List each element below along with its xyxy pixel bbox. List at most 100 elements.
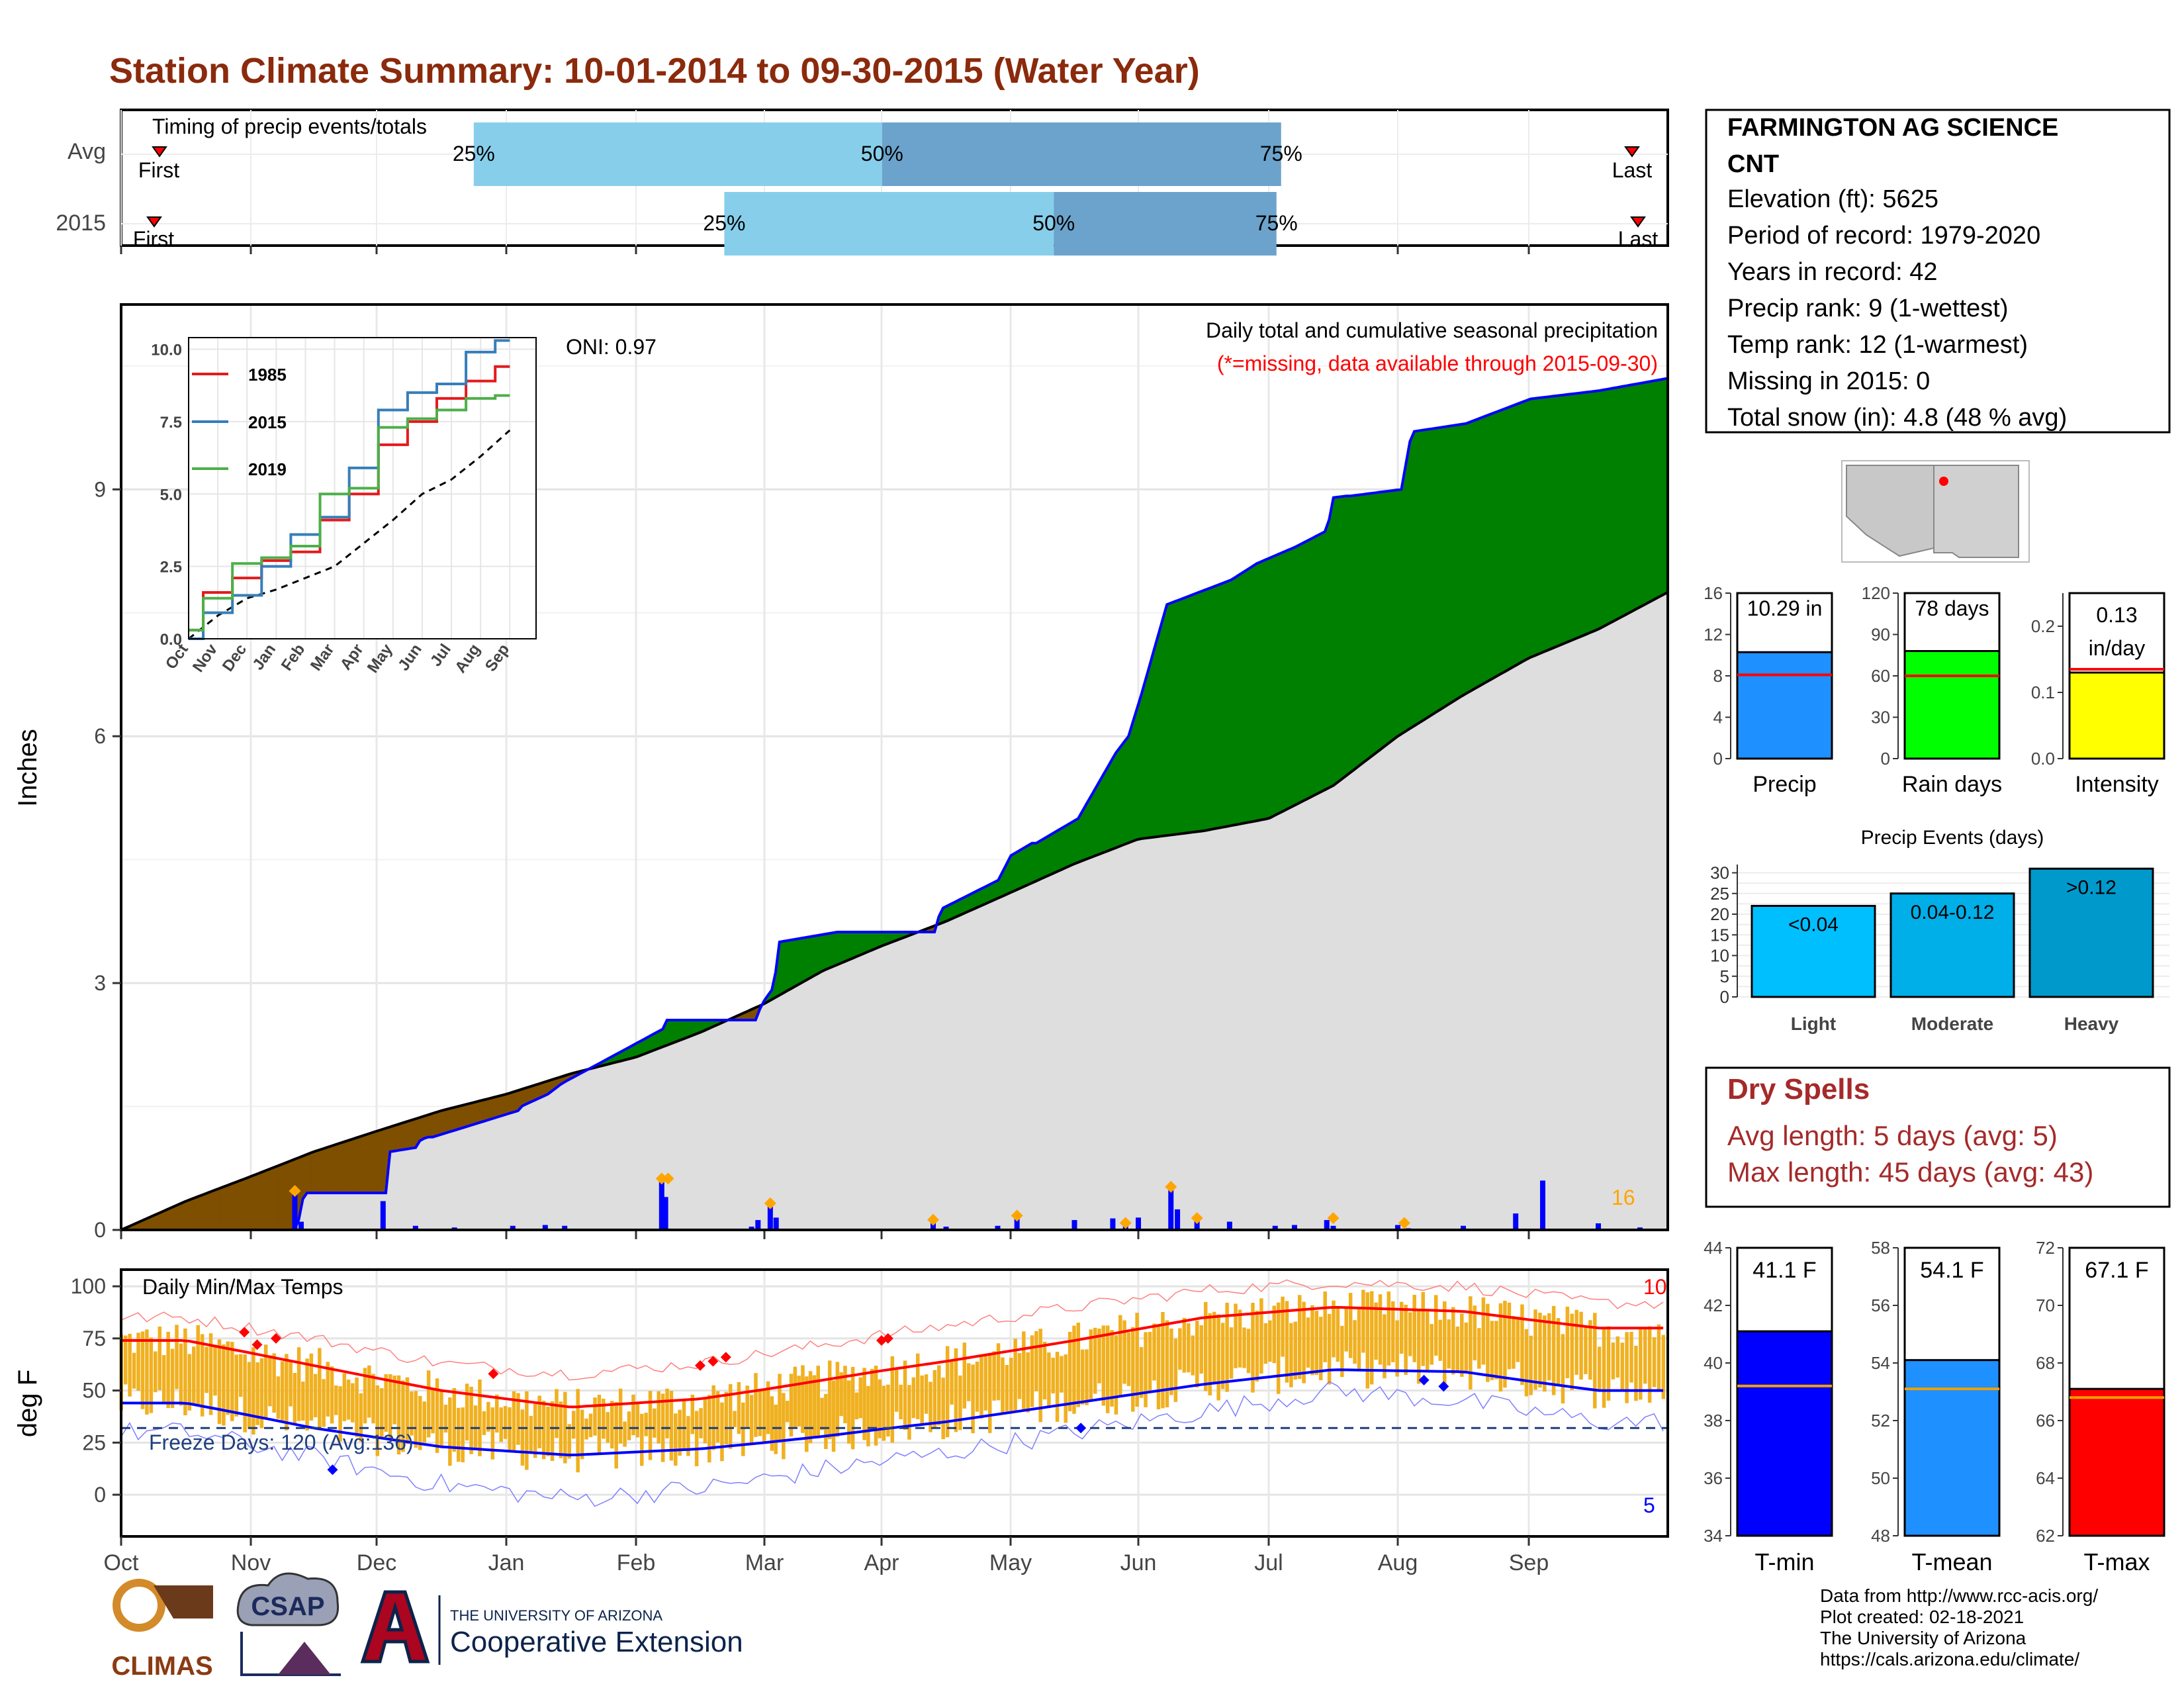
daily-temp-bar xyxy=(384,1374,388,1432)
daily-precip-bar xyxy=(659,1180,664,1230)
record-high-marker xyxy=(695,1360,705,1371)
missing-note: (*=missing, data available through 2015-… xyxy=(1217,352,1658,375)
daily-temp-bar xyxy=(644,1413,648,1436)
daily-temp-bar xyxy=(375,1385,380,1456)
timing-first-avg: First xyxy=(138,158,179,182)
daily-temp-bar xyxy=(1042,1342,1047,1400)
daily-temp-bar xyxy=(238,1354,243,1397)
events-ytick-label: 0 xyxy=(1720,987,1729,1007)
daily-temp-bar xyxy=(410,1391,414,1436)
daily-temp-bar xyxy=(1657,1324,1661,1391)
timing-row-label-2015: 2015 xyxy=(56,211,106,236)
daily-temp-bar xyxy=(1152,1323,1156,1381)
daily-temp-bar xyxy=(907,1385,911,1440)
daily-temp-bar xyxy=(816,1366,820,1438)
daily-precip-bar xyxy=(755,1220,761,1230)
daily-temp-bar xyxy=(187,1354,192,1411)
legend-label-1985: 1985 xyxy=(248,365,287,385)
low-count-label: 5 xyxy=(1643,1493,1655,1517)
daily-temp-bar xyxy=(1430,1324,1433,1365)
timing-label-25: 25% xyxy=(703,211,745,235)
daily-temp-bar xyxy=(1661,1335,1666,1399)
daily-temp-bar xyxy=(259,1358,264,1429)
temp-xtick-label: Oct xyxy=(104,1550,139,1575)
daily-temp-bar xyxy=(330,1366,334,1424)
daily-temp-bar xyxy=(1085,1349,1089,1405)
inset-ytick-label: 2.5 xyxy=(160,559,182,577)
inset-frame xyxy=(188,337,537,639)
daily-temp-bar xyxy=(1486,1303,1490,1382)
daily-temp-bar xyxy=(839,1372,843,1417)
daily-temp-bar xyxy=(461,1407,465,1463)
daily-temp-bar xyxy=(593,1397,597,1436)
daily-precip-bar xyxy=(298,1221,304,1230)
daily-temp-bar xyxy=(1105,1325,1110,1413)
temp-summary-ytick-label: 44 xyxy=(1704,1238,1723,1258)
heavy-event-marker xyxy=(1011,1209,1023,1222)
daily-temp-bar xyxy=(770,1396,774,1451)
summary-ytick-label: 12 xyxy=(1704,625,1723,645)
page-title: Station Climate Summary: 10-01-2014 to 0… xyxy=(109,51,1200,91)
daily-temp-bar xyxy=(499,1407,503,1442)
timing-bar-Avg-50-75 xyxy=(882,122,1281,186)
daily-temp-bar xyxy=(1060,1356,1064,1393)
observed-cumulative-line xyxy=(121,377,1668,1231)
daily-temp-bar xyxy=(958,1375,962,1430)
daily-temp-bar xyxy=(179,1343,183,1406)
daily-temp-bar xyxy=(711,1385,715,1450)
daily-temp-bar xyxy=(1425,1311,1430,1372)
record-high-marker xyxy=(720,1352,731,1363)
timing-bar-Avg-25-50 xyxy=(473,122,882,186)
footer-line: Data from http://www.rcc-acis.org/ xyxy=(1820,1585,2098,1606)
csap-logo: CSAP xyxy=(236,1572,341,1676)
daily-temp-bar xyxy=(1416,1309,1421,1384)
temp-ytick-label: 25 xyxy=(82,1430,106,1454)
daily-temp-bar xyxy=(789,1374,794,1437)
daily-temp-bar xyxy=(858,1377,862,1419)
daily-precip-bar xyxy=(1395,1225,1400,1230)
daily-temp-bar xyxy=(987,1352,992,1433)
daily-temp-bar xyxy=(623,1421,627,1447)
last-marker-2015 xyxy=(1630,216,1646,228)
daily-temp-bar xyxy=(886,1384,890,1437)
temp-xtick-label: Jul xyxy=(1254,1550,1283,1575)
timing-label-75: 75% xyxy=(1260,142,1302,165)
daily-temp-bar xyxy=(669,1391,674,1461)
daily-temp-bar xyxy=(1395,1320,1399,1377)
daily-temp-bar xyxy=(1503,1300,1507,1388)
heavy-event-marker xyxy=(927,1213,939,1226)
daily-temp-bar xyxy=(954,1348,958,1432)
timing-panel: Timing of precip events/totals Avg 2015 … xyxy=(56,109,1669,256)
daily-temp-bar xyxy=(1302,1301,1306,1383)
record-high-marker xyxy=(239,1327,250,1338)
temp-summary-ytick-label: 58 xyxy=(1871,1238,1890,1258)
station-location-dot xyxy=(1939,477,1948,486)
csap-cloud-icon xyxy=(236,1572,340,1626)
daily-temp-bar xyxy=(911,1377,916,1419)
daily-temp-bar xyxy=(1327,1313,1332,1385)
daily-temp-bar xyxy=(289,1361,293,1407)
temp-summary-ytick-label: 48 xyxy=(1871,1526,1890,1546)
events-bar-label: >0.12 xyxy=(2066,876,2116,898)
ua-a-icon xyxy=(360,1590,430,1664)
daily-temp-bar xyxy=(322,1379,326,1427)
daily-temp-bar xyxy=(962,1342,967,1409)
daily-temp-bar xyxy=(149,1337,154,1413)
daily-temp-bar xyxy=(563,1391,567,1464)
daily-temp-bar xyxy=(1038,1329,1042,1423)
daily-temp-bar xyxy=(1169,1328,1173,1395)
daily-temp-bar xyxy=(205,1346,208,1393)
daily-temp-bar xyxy=(1602,1328,1606,1408)
daily-temp-bar xyxy=(1319,1317,1323,1381)
daily-temp-bar xyxy=(276,1376,281,1419)
timing-label-50: 50% xyxy=(1032,211,1075,235)
daily-temp-bar xyxy=(371,1374,375,1424)
daily-precip-bar xyxy=(292,1193,298,1230)
daily-temp-bar xyxy=(1259,1298,1263,1374)
daily-temp-bar xyxy=(1520,1304,1524,1385)
daily-temp-bar xyxy=(749,1395,754,1445)
daily-temp-bar xyxy=(724,1391,729,1444)
record-high-marker xyxy=(251,1339,263,1350)
daily-temp-bar xyxy=(351,1383,355,1423)
